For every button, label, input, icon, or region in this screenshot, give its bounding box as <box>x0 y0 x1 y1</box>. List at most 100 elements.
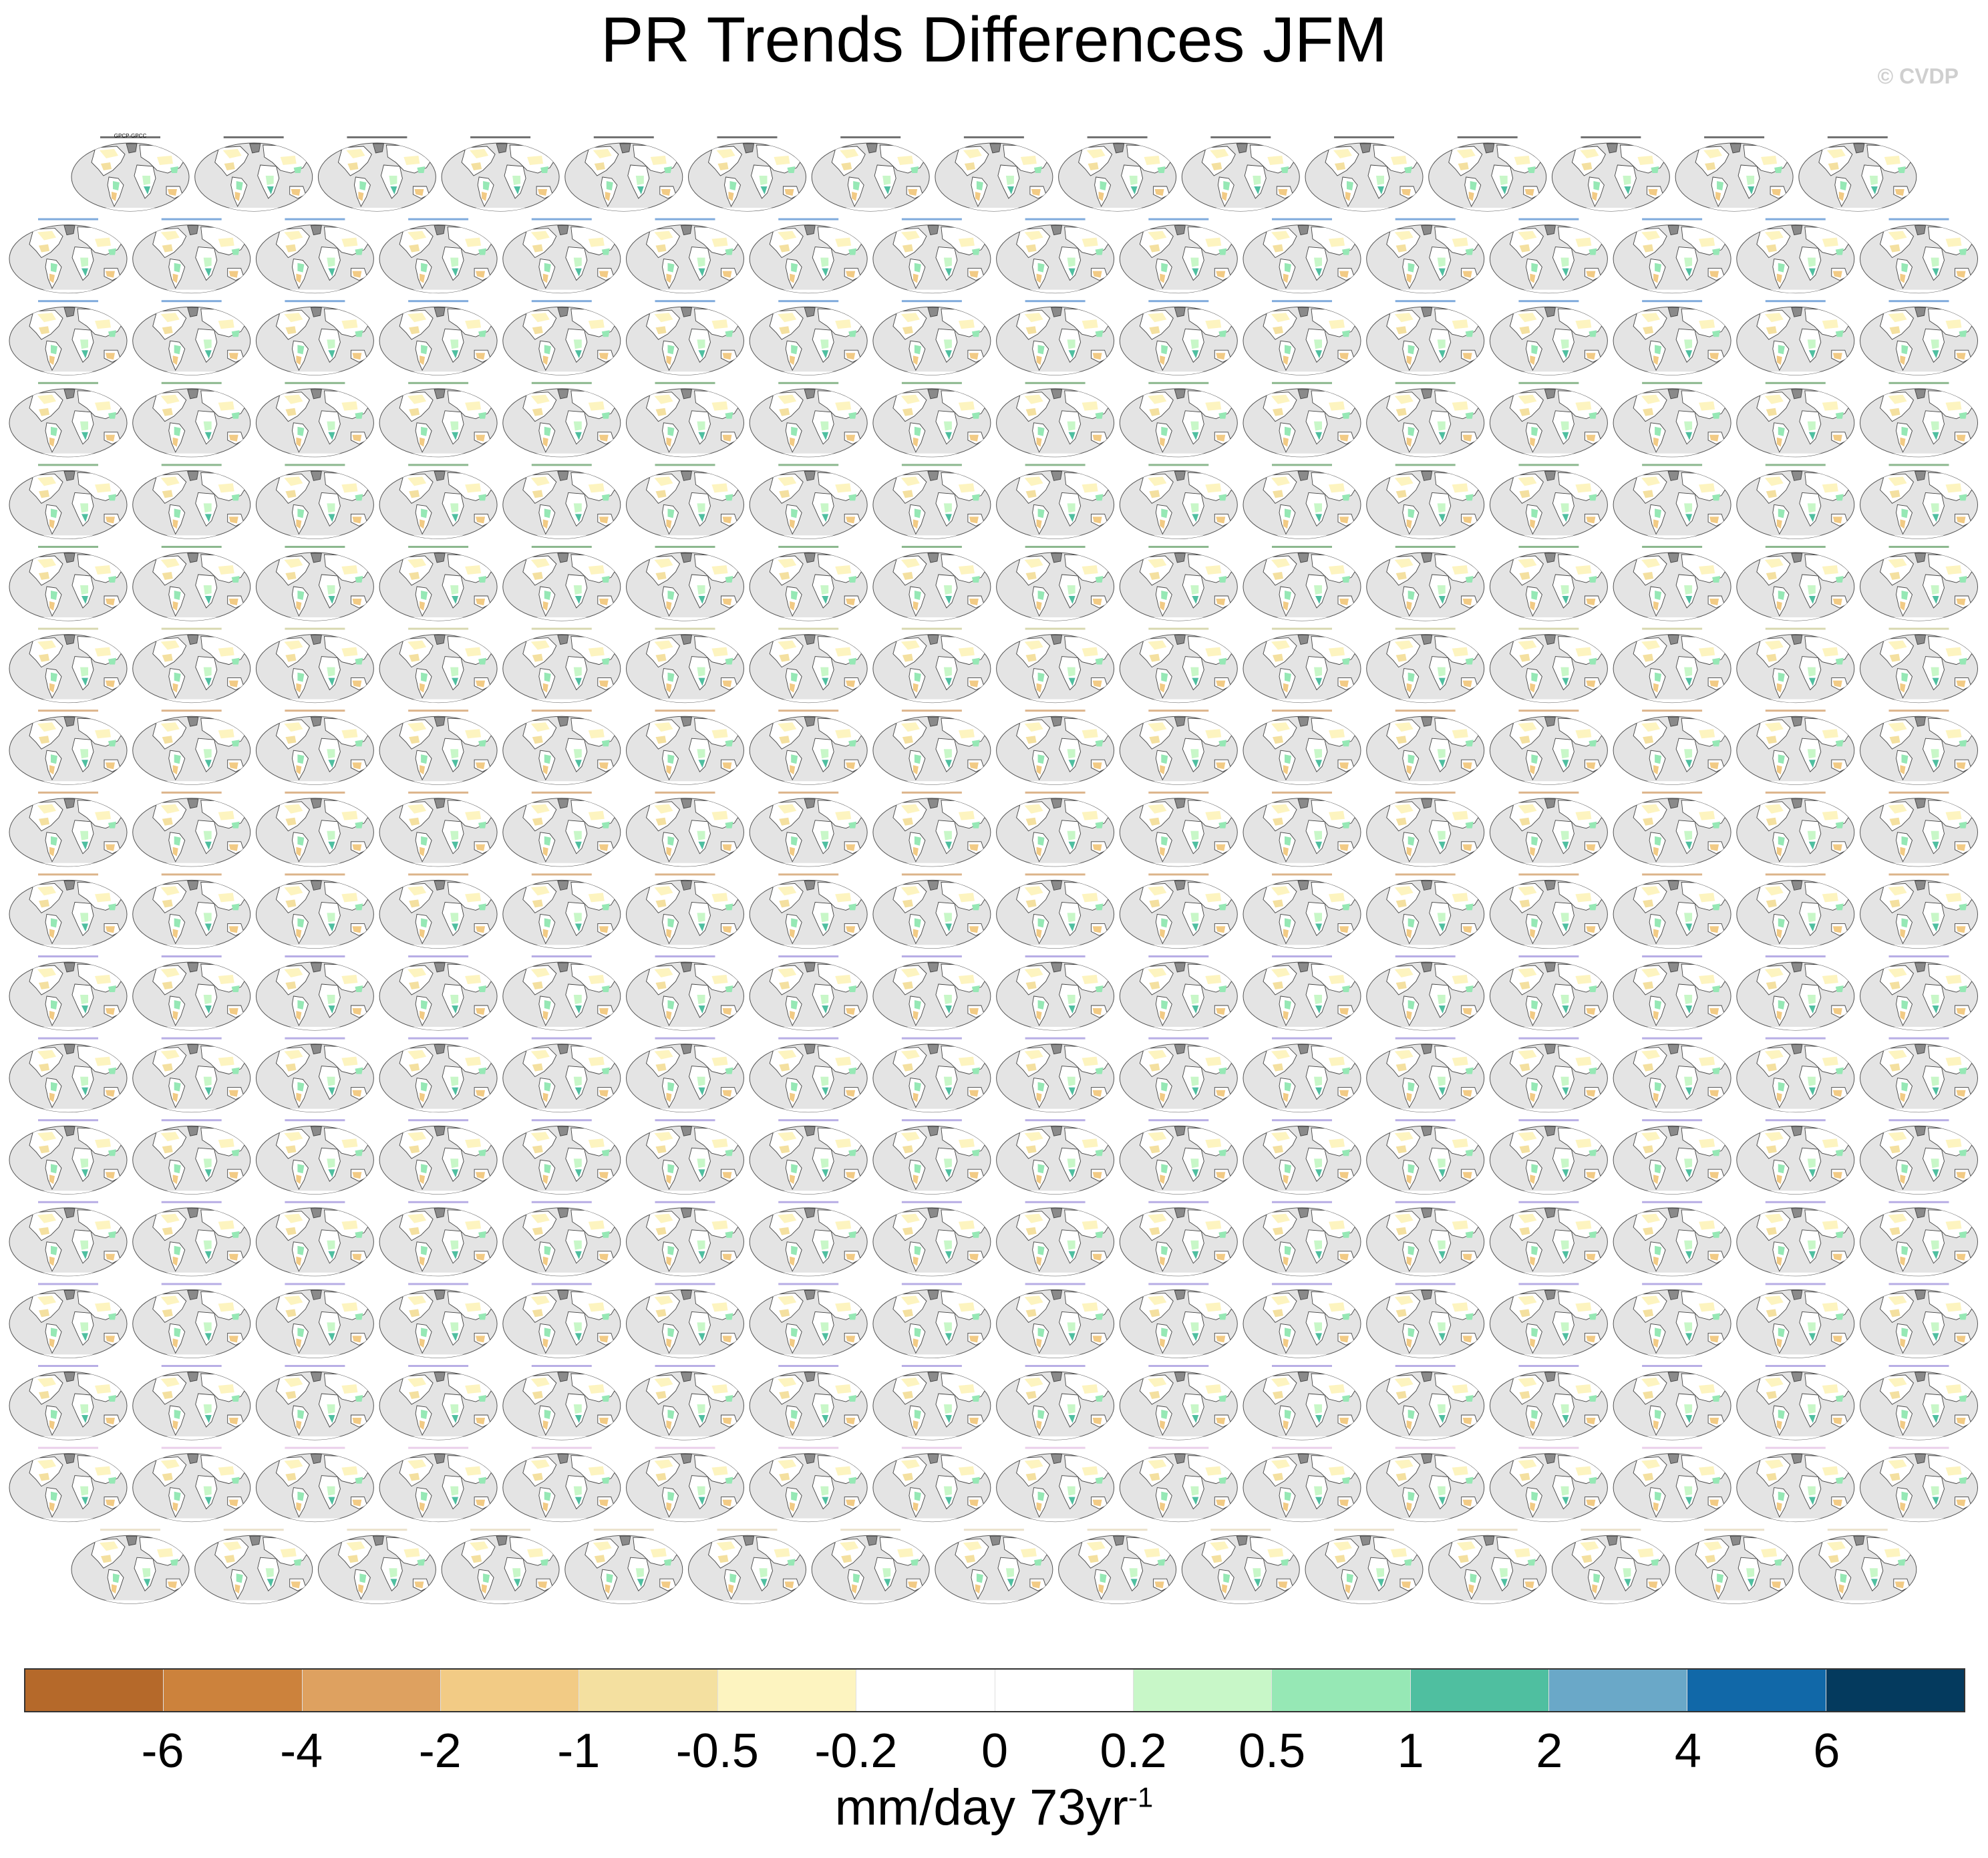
panel-label-strip <box>655 791 715 794</box>
panel-label-strip <box>1272 1365 1332 1367</box>
panel-label-strip <box>901 1201 962 1203</box>
colorbar-tick-label: -6 <box>141 1724 184 1778</box>
panel-label-strip <box>1025 218 1086 220</box>
map-panel <box>1735 218 1856 299</box>
map-panel <box>872 218 992 299</box>
units-main: mm/day 73yr <box>834 1779 1128 1836</box>
panel-label-strip <box>1888 955 1949 957</box>
map-panel <box>625 1119 746 1200</box>
panel-label-strip <box>1395 546 1456 548</box>
colorbar-swatch <box>1687 1670 1826 1711</box>
panel-label-strip <box>901 791 962 794</box>
map-panel <box>378 873 498 954</box>
panel-label-strip <box>901 1037 962 1040</box>
panel-label-strip <box>1148 873 1209 876</box>
map-panel <box>1118 710 1238 790</box>
map-panel <box>8 1283 128 1364</box>
panel-label-strip <box>1642 955 1703 957</box>
panel-label-strip <box>38 1037 98 1040</box>
map-panel <box>748 464 868 545</box>
panel-label-strip <box>1765 1365 1826 1367</box>
panel-label-strip <box>901 873 962 876</box>
map-panel <box>132 873 252 954</box>
panel-label-strip <box>531 1201 592 1203</box>
panel-label-strip <box>901 1119 962 1122</box>
map-panel <box>748 1201 868 1282</box>
panel-label-strip <box>1395 218 1456 220</box>
map-panel <box>748 300 868 381</box>
panel-label-strip <box>38 1201 98 1203</box>
panel-label-strip <box>38 1119 98 1122</box>
panel-label-strip <box>593 1529 654 1531</box>
panel-label-strip <box>38 1365 98 1367</box>
map-panel <box>1488 464 1609 545</box>
panel-label-strip <box>1148 710 1209 712</box>
map-panel <box>1365 218 1486 299</box>
panel-label-strip <box>223 1529 284 1531</box>
panel-label-strip <box>38 464 98 466</box>
panel-label-strip <box>901 627 962 630</box>
panel-label-strip <box>285 218 345 220</box>
map-panel <box>8 464 128 545</box>
map-panel <box>748 381 868 463</box>
panel-label-strip <box>655 1446 715 1449</box>
map-panel <box>995 955 1116 1036</box>
panel-label-strip <box>1888 1037 1949 1040</box>
map-panel <box>995 1201 1116 1282</box>
map-panel <box>1859 1446 1979 1528</box>
panel-label-strip <box>470 136 531 138</box>
panel-label-strip <box>778 955 839 957</box>
panel-label-strip <box>161 1446 222 1449</box>
panel-label-strip <box>1765 955 1826 957</box>
map-panel <box>934 136 1054 217</box>
panel-label-strip <box>1272 710 1332 712</box>
map-panel <box>440 136 560 217</box>
panel-label-strip <box>1272 546 1332 548</box>
panel-label-strip <box>408 1201 469 1203</box>
panel-label-strip <box>1704 136 1765 138</box>
map-panel <box>255 1201 375 1282</box>
panel-label-strip <box>1025 1119 1086 1122</box>
panel-label-strip <box>1025 1365 1086 1367</box>
map-panel <box>1612 1119 1732 1200</box>
panel-label-strip <box>1395 1365 1456 1367</box>
panel-label-strip <box>285 546 345 548</box>
map-panel <box>1612 627 1732 709</box>
panel-label-strip <box>1025 791 1086 794</box>
colorbar-swatch <box>1410 1670 1549 1711</box>
map-panel <box>1612 300 1732 381</box>
panel-label-strip <box>1025 1201 1086 1203</box>
map-panel <box>378 464 498 545</box>
panel-label-strip <box>38 218 98 220</box>
colorbar-tick-label: 1 <box>1397 1724 1424 1778</box>
panel-label-strip <box>1765 873 1826 876</box>
map-panel <box>748 1283 868 1364</box>
map-panel <box>255 300 375 381</box>
map-panel <box>1118 300 1238 381</box>
map-panel <box>1118 464 1238 545</box>
panel-label-strip <box>655 1283 715 1285</box>
map-panel <box>1488 1119 1609 1200</box>
map-panel <box>255 1283 375 1364</box>
map-panel <box>1242 464 1362 545</box>
panel-label-strip <box>1642 1119 1703 1122</box>
panel-label-strip <box>655 381 715 384</box>
colorbar-swatch <box>302 1670 442 1711</box>
panel-label-strip <box>1148 381 1209 384</box>
panel-label-strip <box>1272 1037 1332 1040</box>
panel-label-strip <box>161 546 222 548</box>
map-panel <box>132 955 252 1036</box>
map-panel <box>1612 1201 1732 1282</box>
map-panel <box>1365 791 1486 873</box>
panel-label-strip <box>1272 381 1332 384</box>
panel-label-strip <box>1704 1529 1765 1531</box>
map-panel <box>378 381 498 463</box>
panel-label-strip <box>901 1283 962 1285</box>
panel-label-strip <box>717 1529 778 1531</box>
map-panel <box>317 1529 437 1609</box>
panel-label-strip <box>1888 1446 1949 1449</box>
map-panel <box>1612 873 1732 954</box>
panel-label-strip <box>161 791 222 794</box>
panel-label-strip <box>1272 464 1332 466</box>
panel-label-strip <box>1518 546 1579 548</box>
